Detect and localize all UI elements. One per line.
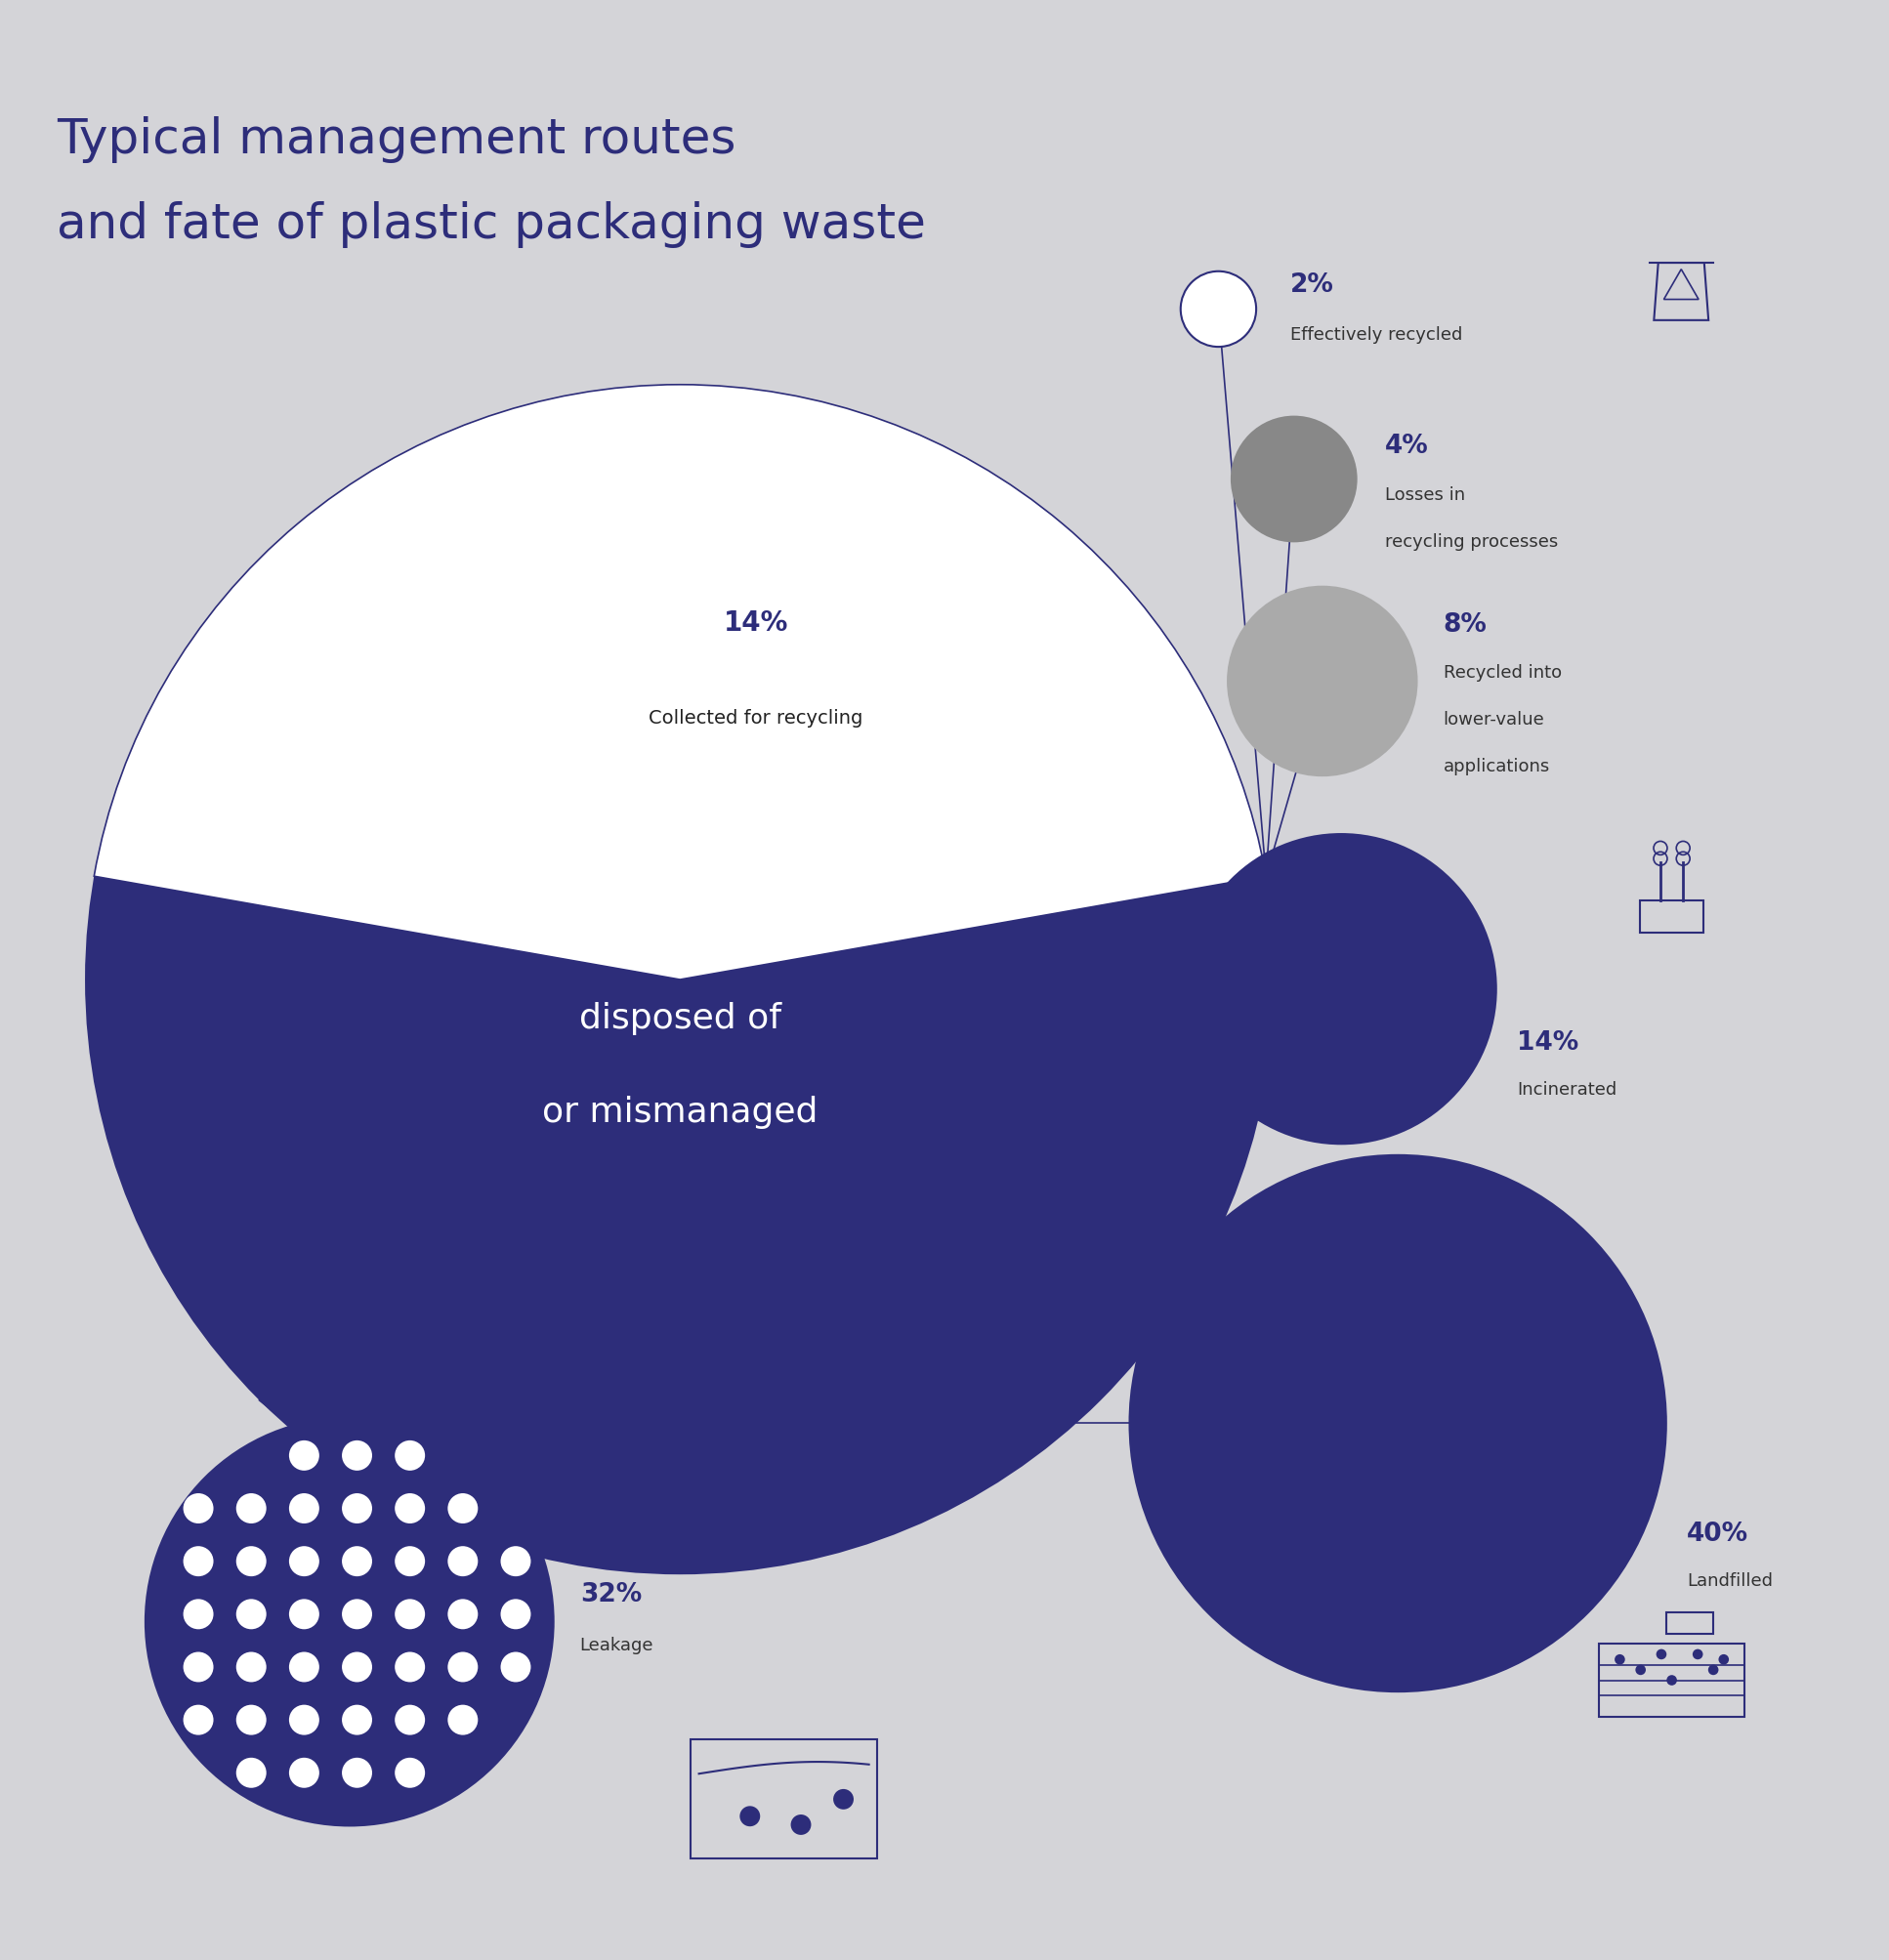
Text: Losses in: Losses in xyxy=(1385,486,1464,504)
Text: Recycled into: Recycled into xyxy=(1443,664,1562,680)
Circle shape xyxy=(740,1805,759,1827)
Circle shape xyxy=(395,1441,425,1470)
Circle shape xyxy=(833,1789,854,1809)
Circle shape xyxy=(395,1652,425,1682)
Text: or mismanaged: or mismanaged xyxy=(542,1096,818,1129)
Circle shape xyxy=(289,1441,319,1470)
Text: Leakage: Leakage xyxy=(580,1637,654,1654)
Circle shape xyxy=(289,1758,319,1788)
Circle shape xyxy=(448,1599,478,1629)
Circle shape xyxy=(395,1705,425,1735)
Circle shape xyxy=(1181,272,1256,347)
Text: 8%: 8% xyxy=(1443,612,1487,637)
Circle shape xyxy=(448,1705,478,1735)
Circle shape xyxy=(448,1652,478,1682)
Circle shape xyxy=(1636,1664,1645,1676)
Circle shape xyxy=(1228,588,1417,776)
Circle shape xyxy=(1708,1664,1719,1676)
Circle shape xyxy=(342,1599,372,1629)
Circle shape xyxy=(395,1758,425,1788)
Circle shape xyxy=(289,1705,319,1735)
Circle shape xyxy=(183,1494,213,1523)
Text: 32%: 32% xyxy=(580,1582,642,1605)
Circle shape xyxy=(342,1758,372,1788)
Circle shape xyxy=(183,1652,213,1682)
Circle shape xyxy=(236,1652,266,1682)
Text: Effectively recycled: Effectively recycled xyxy=(1290,325,1462,343)
Wedge shape xyxy=(94,386,1266,980)
Text: Collected for recycling: Collected for recycling xyxy=(648,710,863,727)
Circle shape xyxy=(395,1599,425,1629)
Circle shape xyxy=(236,1758,266,1788)
Text: 4%: 4% xyxy=(1385,433,1428,459)
Circle shape xyxy=(448,1494,478,1523)
Circle shape xyxy=(342,1705,372,1735)
Circle shape xyxy=(236,1599,266,1629)
Circle shape xyxy=(183,1705,213,1735)
Text: applications: applications xyxy=(1443,759,1549,776)
Circle shape xyxy=(342,1494,372,1523)
Text: 40%: 40% xyxy=(1687,1521,1749,1546)
Circle shape xyxy=(791,1815,810,1835)
Circle shape xyxy=(395,1546,425,1576)
Circle shape xyxy=(342,1652,372,1682)
Circle shape xyxy=(289,1494,319,1523)
Circle shape xyxy=(1130,1156,1666,1691)
Circle shape xyxy=(1666,1676,1677,1686)
Circle shape xyxy=(501,1546,531,1576)
Circle shape xyxy=(289,1546,319,1576)
Circle shape xyxy=(1657,1648,1666,1660)
Circle shape xyxy=(1615,1654,1625,1664)
Circle shape xyxy=(289,1599,319,1629)
Circle shape xyxy=(342,1546,372,1576)
Text: Typical management routes: Typical management routes xyxy=(57,116,737,163)
Circle shape xyxy=(236,1705,266,1735)
Circle shape xyxy=(183,1546,213,1576)
Text: and fate of plastic packaging waste: and fate of plastic packaging waste xyxy=(57,202,926,249)
Circle shape xyxy=(183,1599,213,1629)
Circle shape xyxy=(342,1441,372,1470)
Circle shape xyxy=(395,1494,425,1523)
Text: Landfilled: Landfilled xyxy=(1687,1572,1774,1590)
Text: 14%: 14% xyxy=(1517,1029,1579,1054)
Circle shape xyxy=(448,1546,478,1576)
Text: lower-value: lower-value xyxy=(1443,711,1545,729)
Circle shape xyxy=(236,1546,266,1576)
Circle shape xyxy=(145,1417,553,1825)
Circle shape xyxy=(1719,1654,1728,1664)
Circle shape xyxy=(1186,835,1496,1145)
Circle shape xyxy=(501,1599,531,1629)
Circle shape xyxy=(289,1652,319,1682)
Text: 86%: 86% xyxy=(604,864,756,925)
Text: recycling processes: recycling processes xyxy=(1385,533,1558,551)
Text: Incinerated: Incinerated xyxy=(1517,1080,1617,1098)
Circle shape xyxy=(1232,417,1356,543)
Circle shape xyxy=(1693,1648,1704,1660)
Text: disposed of: disposed of xyxy=(578,1002,782,1035)
Text: 14%: 14% xyxy=(723,610,788,637)
Circle shape xyxy=(236,1494,266,1523)
Circle shape xyxy=(501,1652,531,1682)
Circle shape xyxy=(85,386,1275,1574)
Text: 2%: 2% xyxy=(1290,272,1334,298)
